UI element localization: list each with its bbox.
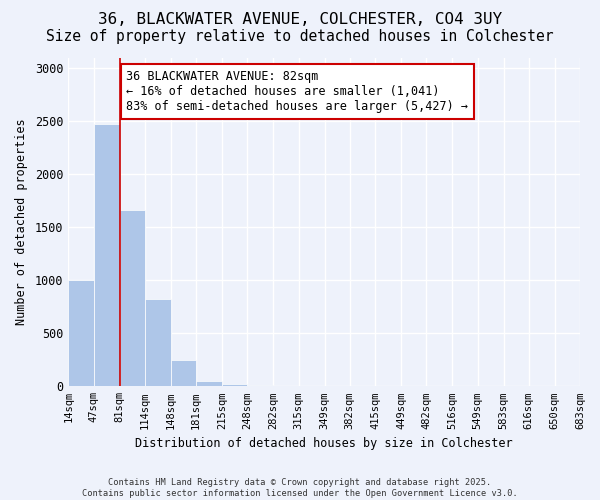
- Text: 36 BLACKWATER AVENUE: 82sqm
← 16% of detached houses are smaller (1,041)
83% of : 36 BLACKWATER AVENUE: 82sqm ← 16% of det…: [127, 70, 469, 113]
- Text: Size of property relative to detached houses in Colchester: Size of property relative to detached ho…: [46, 29, 554, 44]
- Bar: [171, 360, 196, 386]
- Bar: [68, 280, 94, 386]
- Text: 36, BLACKWATER AVENUE, COLCHESTER, CO4 3UY: 36, BLACKWATER AVENUE, COLCHESTER, CO4 3…: [98, 12, 502, 28]
- Bar: [247, 385, 273, 386]
- Bar: [94, 124, 119, 386]
- Bar: [119, 210, 145, 386]
- Bar: [196, 381, 222, 386]
- Bar: [222, 384, 247, 386]
- Y-axis label: Number of detached properties: Number of detached properties: [15, 118, 28, 325]
- Bar: [145, 300, 171, 386]
- Text: Contains HM Land Registry data © Crown copyright and database right 2025.
Contai: Contains HM Land Registry data © Crown c…: [82, 478, 518, 498]
- X-axis label: Distribution of detached houses by size in Colchester: Distribution of detached houses by size …: [136, 437, 513, 450]
